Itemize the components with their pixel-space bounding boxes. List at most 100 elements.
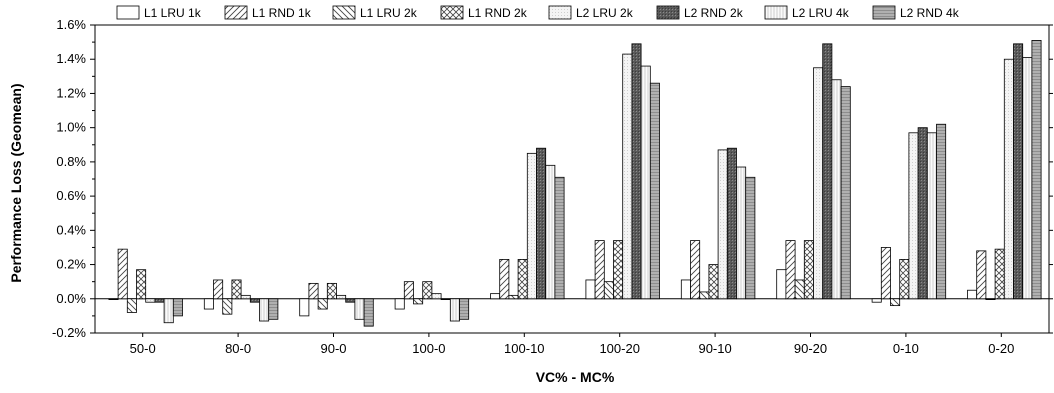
bar (336, 294, 347, 300)
bar (785, 240, 796, 300)
bar (822, 43, 833, 300)
bar (308, 282, 319, 300)
bar (745, 176, 756, 300)
bar (803, 240, 814, 300)
bar (517, 259, 528, 300)
legend-item: L1 RND 1k (224, 5, 312, 20)
legend-swatch (656, 5, 680, 20)
bar (890, 298, 901, 307)
bar (126, 298, 137, 313)
bar (908, 132, 919, 300)
x-tick-label: 100-0 (412, 341, 445, 356)
bar (622, 53, 633, 300)
legend-swatch (440, 5, 464, 20)
bar (108, 298, 119, 300)
legend-label: L1 RND 2k (468, 6, 528, 20)
bar (508, 294, 519, 300)
y-tick-label: 0.4% (56, 222, 86, 237)
bar (136, 269, 147, 300)
bar (1031, 40, 1042, 300)
bar (967, 289, 978, 300)
legend-item: L2 RND 2k (656, 5, 744, 20)
bar (708, 264, 719, 300)
bar (240, 294, 251, 300)
bar (640, 65, 651, 300)
bar (536, 147, 547, 300)
bar (936, 123, 947, 300)
bar (554, 176, 565, 300)
legend-swatch (764, 5, 788, 20)
bar (345, 298, 356, 303)
bar (440, 298, 451, 300)
bar (585, 279, 596, 300)
bar (299, 298, 310, 317)
bar (268, 298, 279, 320)
legend-item: L2 LRU 4k (764, 5, 850, 20)
y-tick-label: 1.6% (56, 17, 86, 32)
bar (363, 298, 374, 327)
bar (117, 248, 128, 300)
x-tick-label: 90-20 (794, 341, 827, 356)
bars (108, 40, 1042, 327)
bar (871, 298, 882, 303)
x-tick-label: 90-10 (698, 341, 731, 356)
legend-swatch (116, 5, 140, 20)
bar (259, 298, 270, 322)
legend-label: L2 LRU 2k (576, 6, 634, 20)
bar (926, 132, 937, 300)
bar (354, 298, 365, 320)
y-tick-label: -0.2% (52, 325, 86, 340)
bar (717, 149, 728, 300)
bar (154, 298, 165, 303)
bar (145, 298, 156, 303)
x-tick-label: 0-20 (988, 341, 1014, 356)
legend-label: L2 LRU 4k (792, 6, 850, 20)
bar (403, 281, 414, 300)
bar (249, 298, 260, 303)
legend-item: L2 LRU 2k (548, 5, 634, 20)
x-tick-label: 100-10 (504, 341, 544, 356)
bar (1022, 57, 1033, 300)
bar (840, 86, 851, 300)
y-tick-label: 0.0% (56, 291, 86, 306)
x-tick-label: 100-20 (599, 341, 639, 356)
bar (726, 147, 737, 300)
legend-item: L1 RND 2k (440, 5, 528, 20)
bar (603, 281, 614, 300)
bar (699, 291, 710, 300)
bar (690, 240, 701, 300)
bar (776, 269, 787, 300)
bar (1003, 58, 1014, 300)
legend-item: L1 LRU 1k (116, 5, 202, 20)
x-axis-label: VC% - MC% (536, 369, 615, 385)
legend-item: L2 RND 4k (872, 5, 960, 20)
y-tick-label: 0.2% (56, 257, 86, 272)
legend: L1 LRU 1k L1 RND 1k L1 LRU 2k L1 RND 2k L2 L… (116, 5, 960, 20)
bar (649, 82, 660, 300)
bar (172, 298, 183, 317)
bar (459, 298, 470, 320)
legend-label: L1 LRU 1k (144, 6, 202, 20)
bar (994, 248, 1005, 300)
bar (526, 152, 537, 300)
bar (163, 298, 174, 324)
bar (413, 298, 424, 305)
bar (736, 166, 747, 300)
bar (317, 298, 328, 310)
legend-swatch (224, 5, 248, 20)
bar (222, 298, 233, 315)
bar (985, 298, 996, 300)
bar (794, 279, 805, 300)
bar (899, 259, 910, 300)
bar (813, 67, 824, 300)
bar (431, 293, 442, 300)
y-tick-label: 1.2% (56, 85, 86, 100)
bar (680, 279, 691, 300)
x-tick-label: 50-0 (130, 341, 156, 356)
y-tick-label: 0.8% (56, 154, 86, 169)
legend-label: L1 LRU 2k (360, 6, 418, 20)
bar (422, 281, 433, 300)
bar (213, 279, 224, 300)
